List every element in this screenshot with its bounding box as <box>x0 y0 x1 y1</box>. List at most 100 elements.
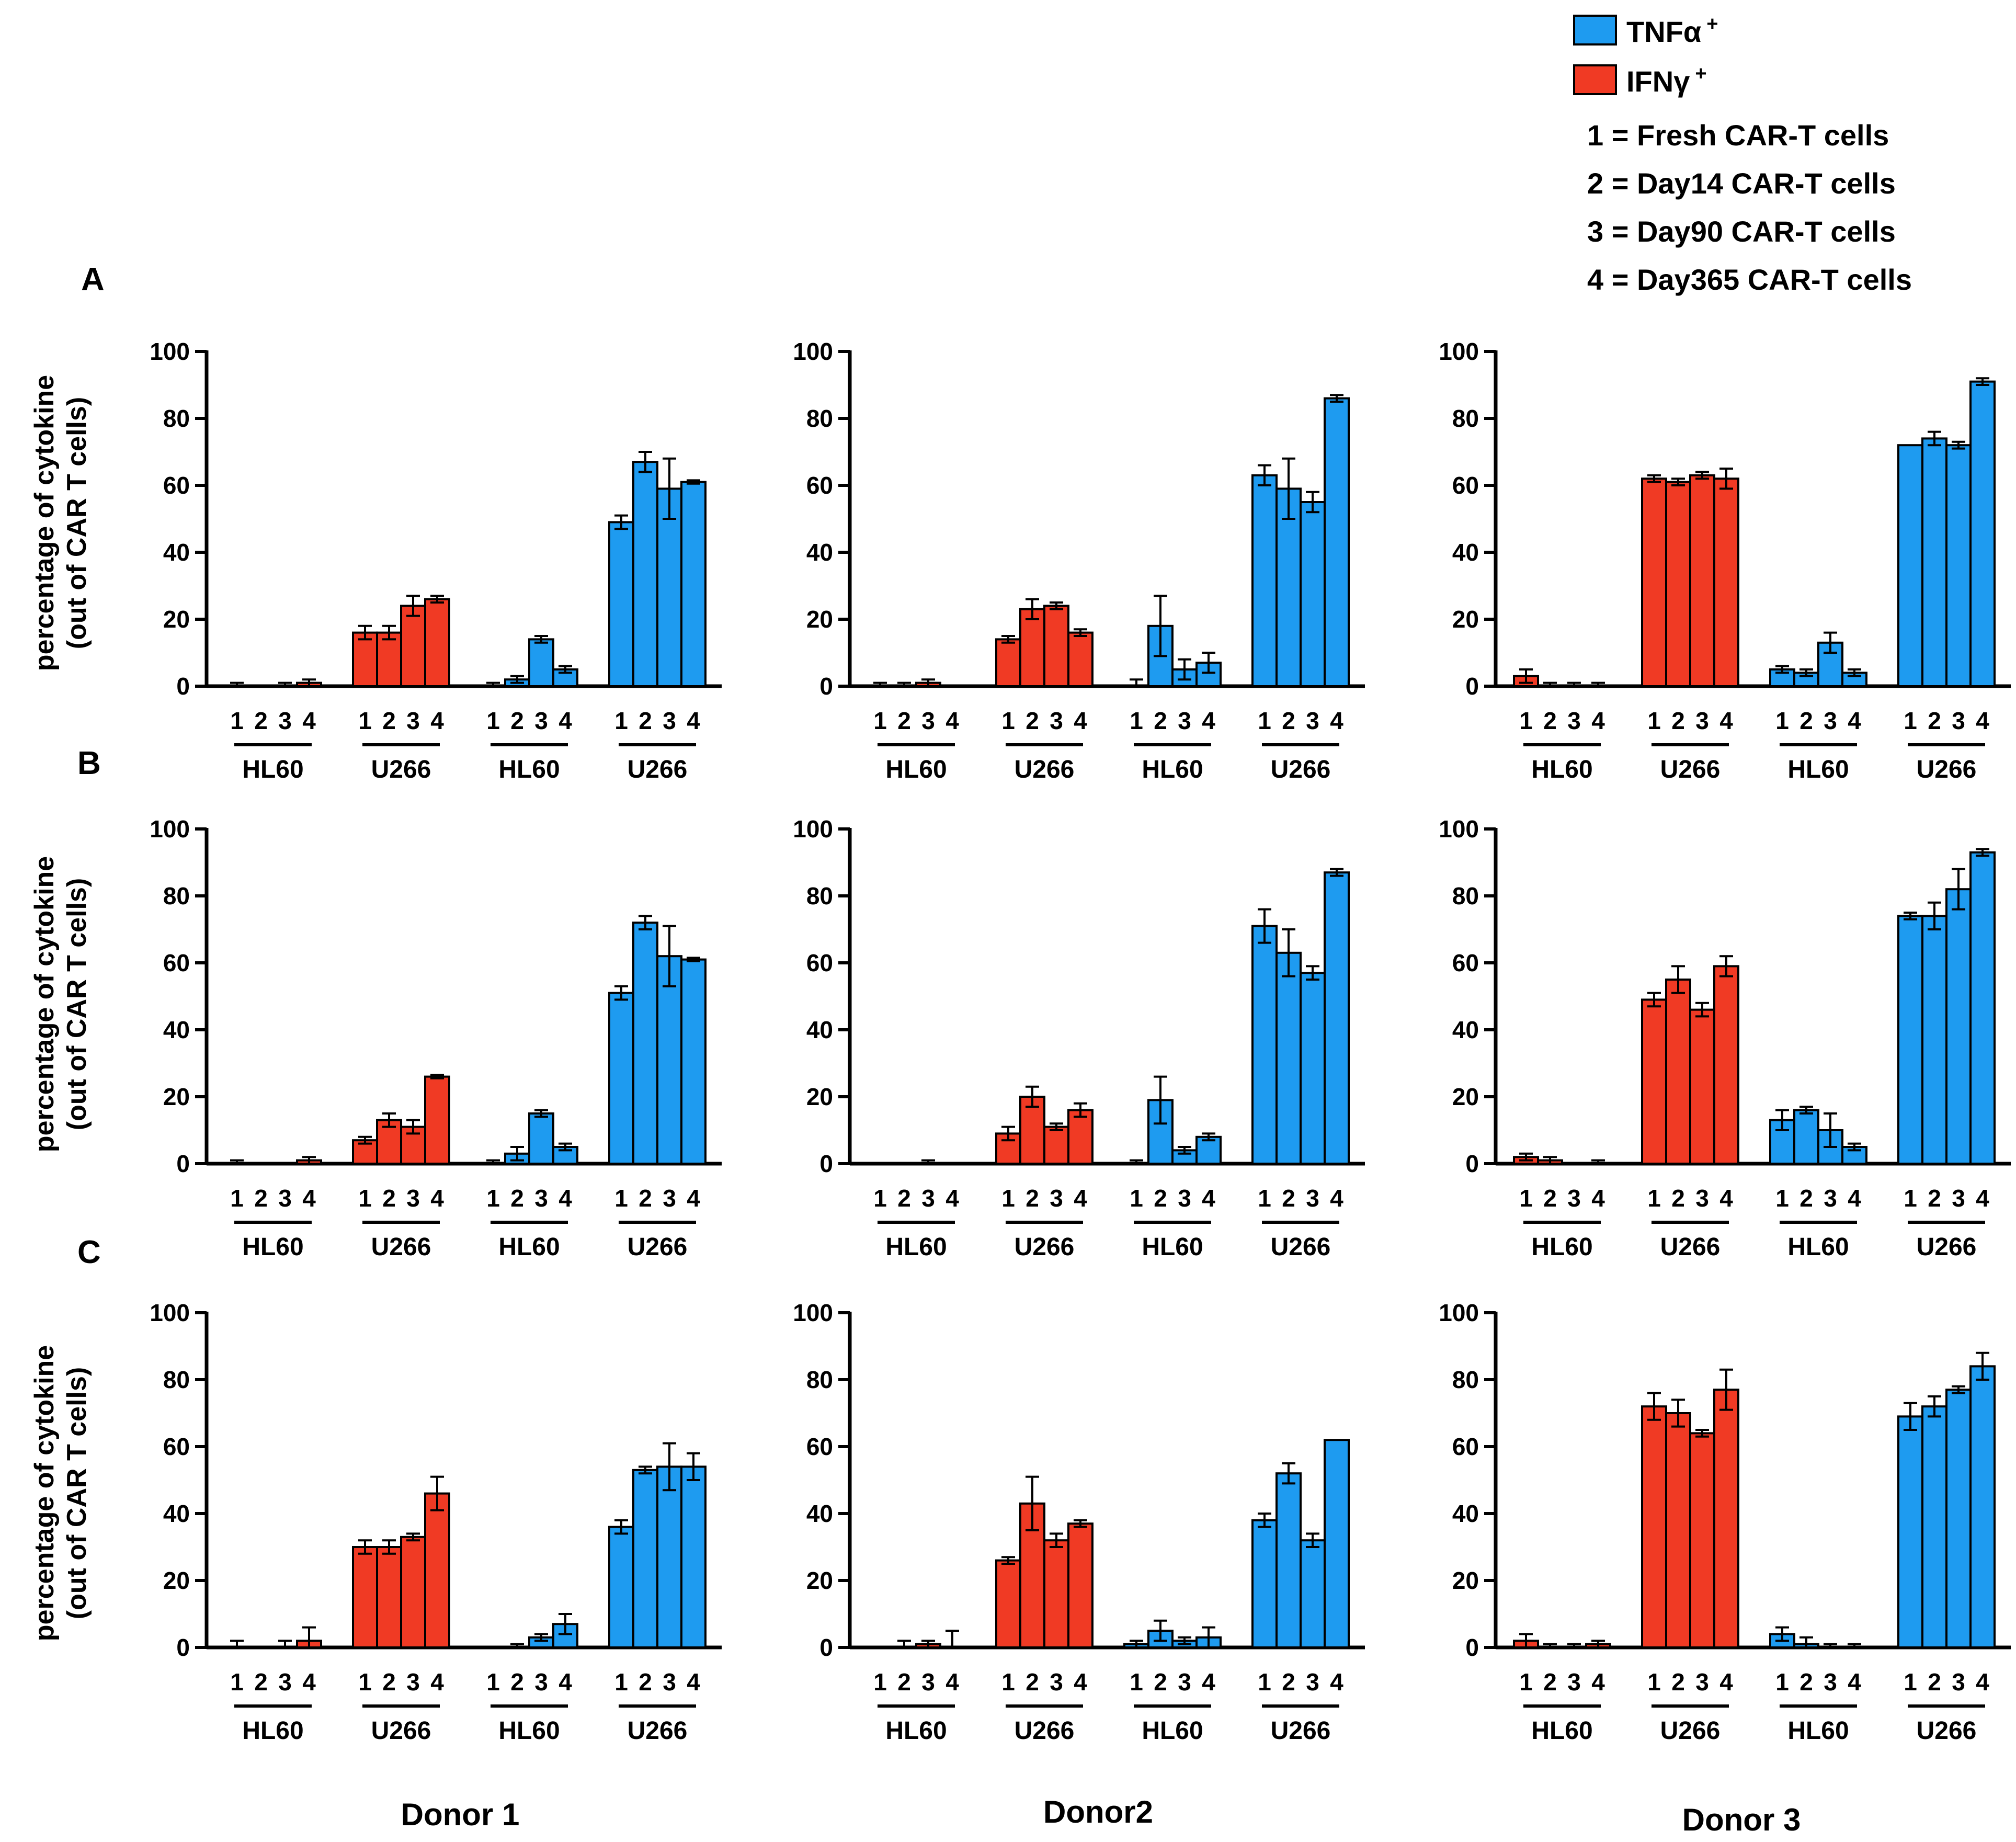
x-category-label: 3 <box>1695 707 1709 734</box>
x-category-label: 4 <box>559 1668 572 1696</box>
bar <box>1665 979 1691 1165</box>
bar <box>656 1465 682 1648</box>
x-category-label: 4 <box>1074 1185 1087 1212</box>
bar <box>1897 444 1923 687</box>
x-category-label: 1 <box>1647 1185 1661 1212</box>
x-category-label: 3 <box>1952 1668 1965 1696</box>
bar <box>1689 1008 1715 1165</box>
y-tick-label: 80 <box>806 882 833 909</box>
x-category-label: 4 <box>1591 1185 1605 1212</box>
bar <box>1043 1125 1069 1165</box>
x-category-label: 4 <box>430 1185 444 1212</box>
bar <box>1324 1439 1350 1648</box>
bar <box>680 958 707 1165</box>
y-tick-label: 0 <box>176 1634 190 1661</box>
x-category-label: 2 <box>1282 707 1295 734</box>
legend-swatch-ifn <box>1573 64 1617 95</box>
x-category-label: 3 <box>921 1185 935 1212</box>
x-category-label: 3 <box>406 707 420 734</box>
y-tick-label: 20 <box>163 1567 190 1594</box>
x-category-label: 1 <box>1904 1185 1917 1212</box>
y-tick-label: 40 <box>1452 1016 1479 1043</box>
bar <box>1300 1539 1326 1648</box>
y-tick-label: 20 <box>163 606 190 633</box>
x-category-label: 1 <box>486 1668 500 1696</box>
x-category-label: 1 <box>1775 1668 1789 1696</box>
x-category-label: 2 <box>1026 1185 1039 1212</box>
ylabel-line-1: percentage of cytokine <box>29 1345 60 1641</box>
bar <box>1251 1519 1278 1649</box>
x-category-label: 4 <box>1074 1668 1087 1696</box>
x-group-label: U266 <box>1917 1717 1977 1745</box>
bar <box>1300 501 1326 687</box>
x-category-label: 4 <box>302 1668 316 1696</box>
x-category-label: 4 <box>1719 1668 1733 1696</box>
y-tick-label: 40 <box>163 1500 190 1527</box>
x-category-label: 4 <box>1330 707 1343 734</box>
bar <box>400 1536 426 1649</box>
ylabel-line-2: (out of CAR T cells) <box>62 397 92 649</box>
x-category-label: 2 <box>1282 1668 1295 1696</box>
x-category-label: 1 <box>1001 1185 1015 1212</box>
x-group-label: HL60 <box>1531 756 1592 783</box>
y-tick-label: 40 <box>806 539 833 566</box>
y-tick-label: 0 <box>819 1150 833 1177</box>
x-category-label: 3 <box>534 1185 548 1212</box>
x-category-label: 2 <box>1799 1668 1813 1696</box>
x-category-label: 2 <box>1928 1185 1941 1212</box>
bar <box>608 992 634 1165</box>
bar <box>424 598 450 687</box>
x-category-label: 3 <box>1178 1668 1191 1696</box>
ylabel-row-c: percentage of cytokine (out of CAR T cel… <box>29 1345 92 1641</box>
bar <box>1713 477 1739 687</box>
x-category-label: 2 <box>510 1668 524 1696</box>
x-group-label: HL60 <box>242 756 303 783</box>
x-group-label: HL60 <box>1787 756 1849 783</box>
bar <box>1641 998 1667 1165</box>
x-category-label: 4 <box>1719 1185 1733 1212</box>
x-category-label: 2 <box>897 1185 911 1212</box>
bar <box>1067 1522 1094 1648</box>
y-tick-label: 40 <box>163 1016 190 1043</box>
donor-label-3: Donor 3 <box>1682 1802 1801 1837</box>
x-category-label: 4 <box>430 707 444 734</box>
y-tick-label: 100 <box>1439 815 1479 843</box>
x-category-label: 2 <box>1671 1185 1685 1212</box>
x-category-label: 3 <box>921 1668 935 1696</box>
bar <box>680 1465 707 1648</box>
bar <box>352 1546 378 1648</box>
x-category-label: 1 <box>1001 1668 1015 1696</box>
y-tick-label: 80 <box>806 405 833 432</box>
y-tick-label: 20 <box>806 606 833 633</box>
y-tick-label: 60 <box>806 472 833 499</box>
x-category-label: 3 <box>1695 1185 1709 1212</box>
x-category-label: 3 <box>663 1185 676 1212</box>
bar <box>1641 1405 1667 1648</box>
x-group-label: HL60 <box>1531 1717 1592 1745</box>
x-category-label: 3 <box>278 1185 292 1212</box>
y-tick-label: 80 <box>1452 1366 1479 1393</box>
y-tick-label: 60 <box>163 472 190 499</box>
legend: TNFα + IFNγ + 1 = Fresh CAR-T cells 2 = Da… <box>1573 13 1912 296</box>
x-group-label: U266 <box>1660 1233 1721 1261</box>
bar <box>400 605 426 688</box>
y-tick-label: 100 <box>150 815 190 843</box>
legend-swatch-tnf <box>1573 15 1617 46</box>
x-category-label: 2 <box>510 707 524 734</box>
x-category-label: 1 <box>486 1185 500 1212</box>
panel-letter-b: B <box>77 745 101 781</box>
x-category-label: 4 <box>946 1668 959 1696</box>
x-category-label: 2 <box>1154 1185 1167 1212</box>
x-category-label: 2 <box>1799 707 1813 734</box>
y-tick-label: 0 <box>1465 1634 1479 1661</box>
x-category-label: 4 <box>687 1185 700 1212</box>
x-category-label: 2 <box>1154 707 1167 734</box>
bar <box>528 1112 554 1165</box>
x-category-label: 2 <box>1543 1185 1557 1212</box>
x-category-label: 2 <box>639 1185 652 1212</box>
y-tick-label: 40 <box>806 1016 833 1043</box>
legend-note-3: 3 = Day90 CAR-T cells <box>1587 215 1896 248</box>
